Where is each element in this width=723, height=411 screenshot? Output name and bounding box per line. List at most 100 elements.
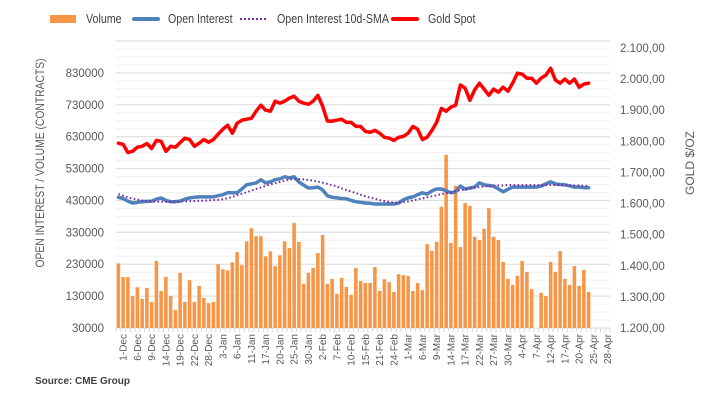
volume-bar	[563, 278, 567, 328]
volume-bar	[126, 277, 130, 328]
volume-bar	[325, 284, 330, 328]
volume-bar	[349, 294, 353, 328]
volume-bar	[206, 303, 211, 328]
volume-bar	[368, 283, 372, 328]
right-axis-tick-label: 1.500,00	[620, 230, 665, 242]
volume-bar	[396, 274, 401, 328]
x-axis-tick-label: 9-Mar	[432, 333, 443, 360]
x-axis-tick-label: 2-Feb	[318, 334, 329, 361]
x-axis-tick-label: 20-Jan	[275, 334, 286, 365]
x-axis-tick-label: 27-Mar	[489, 333, 500, 365]
volume-bar	[221, 269, 225, 328]
volume-bar	[178, 272, 182, 328]
x-axis-tick-label: 25-Apr	[589, 333, 600, 364]
x-axis-tick-label: 6-Jan	[233, 334, 244, 359]
volume-bar	[496, 240, 501, 328]
volume-bar	[406, 276, 410, 328]
x-axis-tick-label: 14-Mar	[446, 333, 457, 365]
open-interest-sma-line	[118, 178, 589, 205]
volume-bar	[121, 277, 125, 328]
volume-bar	[539, 292, 543, 328]
legend-gold-spot-line-icon	[391, 17, 419, 21]
volume-bar	[572, 266, 577, 328]
x-axis-tick-label: 20-Apr	[575, 333, 586, 364]
x-axis-tick-label: 28-Dec	[204, 334, 215, 366]
volume-bar	[192, 301, 197, 328]
volume-bar	[525, 271, 529, 328]
volume-bar	[263, 256, 268, 329]
x-axis-tick-label: 24-Feb	[389, 334, 400, 366]
volume-bar	[472, 236, 477, 328]
x-axis-tick-label: 12-Apr	[546, 333, 557, 364]
volume-bar	[282, 241, 287, 328]
legend-volume-label: Volume	[86, 11, 122, 26]
volume-bar	[586, 292, 591, 328]
volume-bar	[382, 279, 387, 328]
volume-bar	[387, 282, 391, 328]
x-axis-tick-label: 25-Jan	[290, 334, 301, 365]
volume-bar	[529, 289, 534, 328]
volume-bar	[510, 284, 515, 328]
left-axis-tick-label: 430000	[66, 195, 104, 207]
right-axis-tick-label: 2.000,00	[620, 74, 665, 86]
volume-bar	[168, 296, 173, 328]
volume-bar	[273, 266, 277, 328]
x-axis-tick-label: 30-Mar	[503, 333, 514, 365]
right-axis-tick-label: 1.300,00	[620, 292, 665, 304]
volume-bar	[287, 248, 292, 328]
volume-bar	[567, 284, 572, 328]
volume-bar	[225, 270, 230, 328]
volume-bar	[344, 286, 349, 328]
x-axis-tick-label: 17-Jan	[261, 334, 272, 365]
volume-bars	[116, 154, 591, 329]
x-axis-tick-label: 19-Dec	[176, 334, 187, 366]
volume-bar	[230, 262, 235, 328]
volume-bar	[278, 255, 282, 328]
left-axis-tick-label: 530000	[66, 164, 104, 176]
volume-bar	[401, 275, 406, 328]
x-axis-tick-label: 3-Jan	[218, 334, 229, 359]
volume-bar	[434, 241, 439, 328]
volume-bar	[164, 277, 168, 328]
volume-bar	[420, 290, 425, 328]
right-axis-tick-label: 1.900,00	[620, 105, 665, 117]
volume-bar	[130, 296, 135, 328]
volume-bar	[553, 271, 558, 328]
volume-bar	[377, 291, 382, 328]
volume-bar	[458, 247, 463, 328]
x-axis-tick-label: 17-Mar	[461, 333, 472, 365]
volume-bar	[292, 223, 296, 328]
left-axis-tick-label: 730000	[66, 100, 104, 112]
volume-bar	[548, 262, 553, 328]
legend-open-interest-label: Open Interest	[168, 11, 233, 26]
x-axis-tick-label: 6-Dec	[133, 334, 144, 361]
x-axis-tick-label: 6-Mar	[418, 333, 429, 360]
left-axis-tick-label: 830000	[66, 68, 104, 80]
volume-bar	[187, 280, 192, 328]
volume-bar	[501, 262, 505, 328]
volume-bar	[249, 228, 254, 328]
volume-bar	[202, 298, 206, 328]
x-axis-tick-label: 10-Feb	[347, 334, 358, 366]
volume-bar	[216, 264, 220, 328]
volume-bar	[577, 285, 581, 328]
gold-spot-line	[116, 66, 591, 155]
left-axis-tick-label: 630000	[66, 132, 104, 144]
volume-bar	[354, 268, 358, 328]
right-axis-tick-label: 1.600,00	[620, 199, 665, 211]
volume-bar	[520, 261, 524, 328]
volume-bar	[449, 242, 453, 328]
x-axis-tick-label: 22-Dec	[190, 334, 201, 366]
x-axis-tick-label: 7-Feb	[332, 334, 343, 361]
volume-bar	[582, 270, 586, 328]
open-interest-line	[116, 175, 591, 206]
x-axis-tick-label: 11-Jan	[247, 334, 258, 364]
legend-open-interest-line-icon	[132, 17, 160, 21]
left-axis-tick-label: 330000	[66, 227, 104, 239]
x-axis-tick-label: 15-Feb	[361, 334, 372, 366]
volume-bar	[235, 252, 239, 328]
x-axis-tick-label: 1-Mar	[404, 333, 415, 360]
legend-volume-swatch-icon	[50, 15, 76, 23]
volume-bar	[444, 154, 448, 328]
x-axis-tick-label: 1-Dec	[119, 334, 130, 361]
